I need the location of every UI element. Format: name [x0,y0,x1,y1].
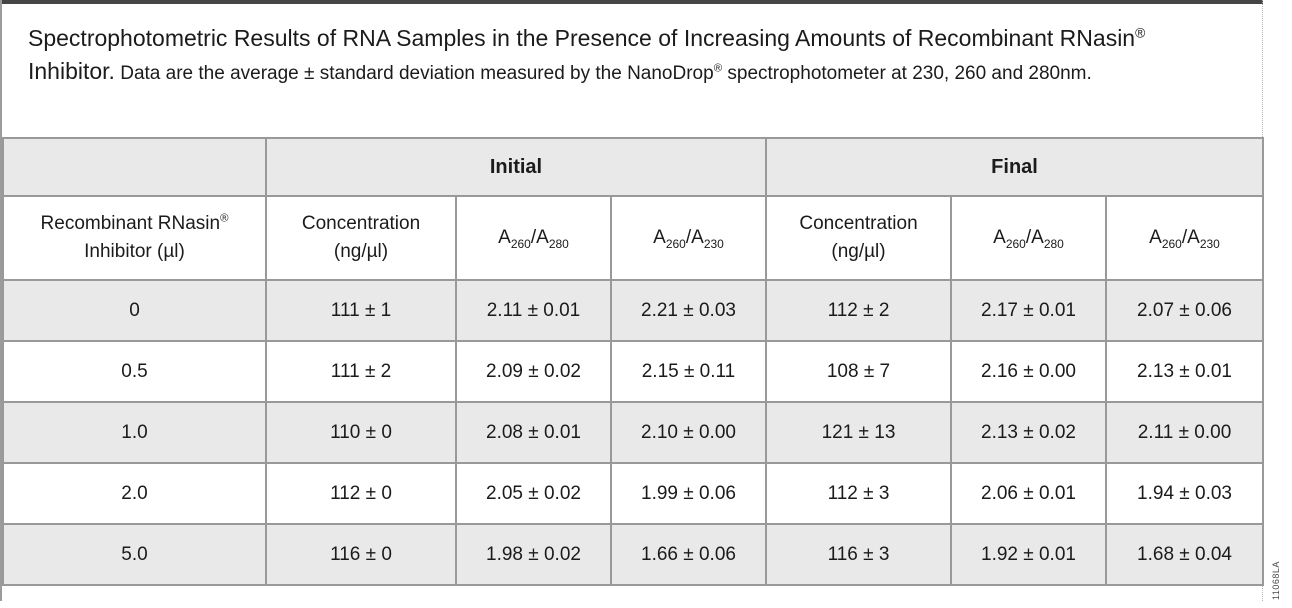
table-cell: 110 ± 0 [265,401,457,464]
table-cell: 2.21 ± 0.03 [610,279,767,342]
table-cell: 1.66 ± 0.06 [610,523,767,586]
table-cell: 2.10 ± 0.00 [610,401,767,464]
table-cell: 2.09 ± 0.02 [455,340,612,403]
table-row: 2.0 112 ± 0 2.05 ± 0.02 1.99 ± 0.06 112 … [2,462,1265,525]
column-header-final-concentration: Concentration (ng/µl) [765,195,952,281]
table-cell-inhibitor: 2.0 [2,462,267,525]
table-cell: 2.13 ± 0.01 [1104,340,1265,403]
table-cell: 2.15 ± 0.11 [610,340,767,403]
table-cell: 2.08 ± 0.01 [455,401,612,464]
table-cell-inhibitor: 5.0 [2,523,267,586]
table-cell: 1.94 ± 0.03 [1104,462,1265,525]
column-header-initial-concentration: Concentration (ng/µl) [265,195,457,281]
table-cell: 112 ± 3 [765,462,952,525]
figure-title: Spectrophotometric Results of RNA Sample… [28,22,1198,88]
table-cell: 1.68 ± 0.04 [1104,523,1265,586]
column-header-initial-a260-a280: A260/A280 [455,195,612,281]
column-header-row: Recombinant RNasin® Inhibitor (µl) Conce… [2,195,1265,281]
table-cell: 1.98 ± 0.02 [455,523,612,586]
table-cell: 121 ± 13 [765,401,952,464]
table-cell: 108 ± 7 [765,340,952,403]
table-cell: 2.11 ± 0.00 [1104,401,1265,464]
table-cell: 112 ± 0 [265,462,457,525]
table-cell: 2.07 ± 0.06 [1104,279,1265,342]
registered-trademark-icon: ® [220,213,229,226]
table-cell-inhibitor: 0.5 [2,340,267,403]
table-cell: 1.99 ± 0.06 [610,462,767,525]
table-cell-inhibitor: 0 [2,279,267,342]
title-description-text: Data are the average ± standard deviatio… [114,62,1092,84]
title-main-text: Spectrophotometric Results of RNA Sample… [28,25,1146,84]
table-cell: 116 ± 3 [765,523,952,586]
top-divider-rule [0,0,1263,4]
table-cell: 1.92 ± 0.01 [950,523,1107,586]
table-row: 0 111 ± 1 2.11 ± 0.01 2.21 ± 0.03 112 ± … [2,279,1265,342]
table-cell: 2.16 ± 0.00 [950,340,1107,403]
column-header-final-a260-a230: A260/A230 [1104,195,1265,281]
table-cell: 2.11 ± 0.01 [455,279,612,342]
table-row: 1.0 110 ± 0 2.08 ± 0.01 2.10 ± 0.00 121 … [2,401,1265,464]
table-row: 5.0 116 ± 0 1.98 ± 0.02 1.66 ± 0.06 116 … [2,523,1265,586]
group-header-final: Final [764,137,1265,197]
group-header-initial: Initial [265,137,767,197]
table-cell: 111 ± 1 [265,279,457,342]
table-cell: 2.06 ± 0.01 [950,462,1107,525]
left-border-rule [0,0,2,601]
column-header-inhibitor: Recombinant RNasin® Inhibitor (µl) [2,195,267,281]
table-cell-inhibitor: 1.0 [2,401,267,464]
table-cell: 2.13 ± 0.02 [950,401,1107,464]
registered-trademark-icon: ® [1135,25,1146,41]
registered-trademark-icon: ® [713,62,723,75]
group-header-row: Initial Final [2,137,1265,197]
table-row: 0.5 111 ± 2 2.09 ± 0.02 2.15 ± 0.11 108 … [2,340,1265,403]
table-cell: 116 ± 0 [265,523,457,586]
table-cell: 111 ± 2 [265,340,457,403]
column-header-initial-a260-a230: A260/A230 [610,195,767,281]
table-cell: 2.05 ± 0.02 [455,462,612,525]
column-header-final-a260-a280: A260/A280 [950,195,1107,281]
table-cell: 2.17 ± 0.01 [950,279,1107,342]
group-header-empty-cell [2,137,267,197]
table-cell: 112 ± 2 [765,279,952,342]
results-table: Initial Final Recombinant RNasin® Inhibi… [2,137,1265,586]
figure-code-label: 11068LA [1271,561,1281,600]
